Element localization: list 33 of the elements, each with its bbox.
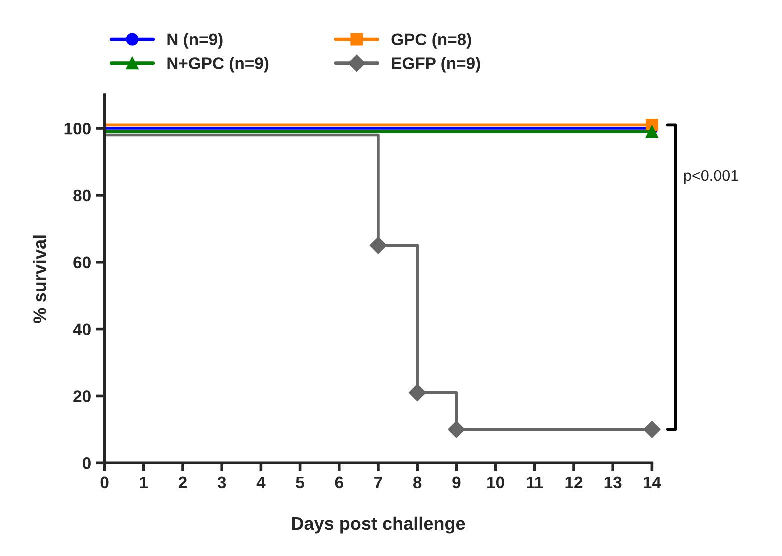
x-tick-label: 4 — [256, 476, 266, 488]
legend-label: EGFP (n=9) — [392, 57, 480, 73]
x-tick-label: 11 — [527, 476, 544, 488]
x-tick-label: 13 — [604, 476, 622, 489]
y-tick-label: 0 — [82, 458, 91, 470]
x-tick-label: 1 — [140, 476, 148, 488]
x-tick-label: 3 — [218, 476, 226, 489]
x-tick-label: 2 — [178, 476, 187, 488]
x-tick-label: 8 — [413, 476, 422, 489]
point — [646, 126, 658, 138]
x-axis-title: Days post challenge — [292, 516, 466, 534]
x-tick-label: 14 — [644, 476, 662, 488]
point — [409, 384, 426, 402]
x-tick-label: 6 — [335, 476, 344, 489]
point — [448, 421, 466, 438]
x-tick-label: 5 — [296, 476, 304, 489]
x-tick-label: 10 — [488, 476, 504, 489]
y-tick-label: 100 — [64, 122, 91, 135]
legend-label: N (n=9) — [168, 33, 223, 49]
y-axis-title: % survival — [33, 236, 46, 324]
y-tick-label: 60 — [74, 256, 91, 269]
legend-label: N+GPC (n=9) — [168, 57, 269, 73]
y-tick-label: 40 — [73, 324, 91, 336]
y-tick-label: 20 — [74, 390, 91, 402]
x-tick-label: 12 — [566, 476, 583, 488]
point — [370, 237, 388, 254]
legend-label: GPC (n=8) — [392, 33, 472, 49]
y-tick-label: 80 — [74, 190, 91, 202]
x-tick-label: 0 — [100, 476, 109, 489]
x-tick-label: 7 — [374, 476, 382, 488]
x-tick-label: 9 — [452, 476, 461, 489]
point — [644, 421, 661, 438]
text: p<0.001 — [684, 170, 738, 184]
